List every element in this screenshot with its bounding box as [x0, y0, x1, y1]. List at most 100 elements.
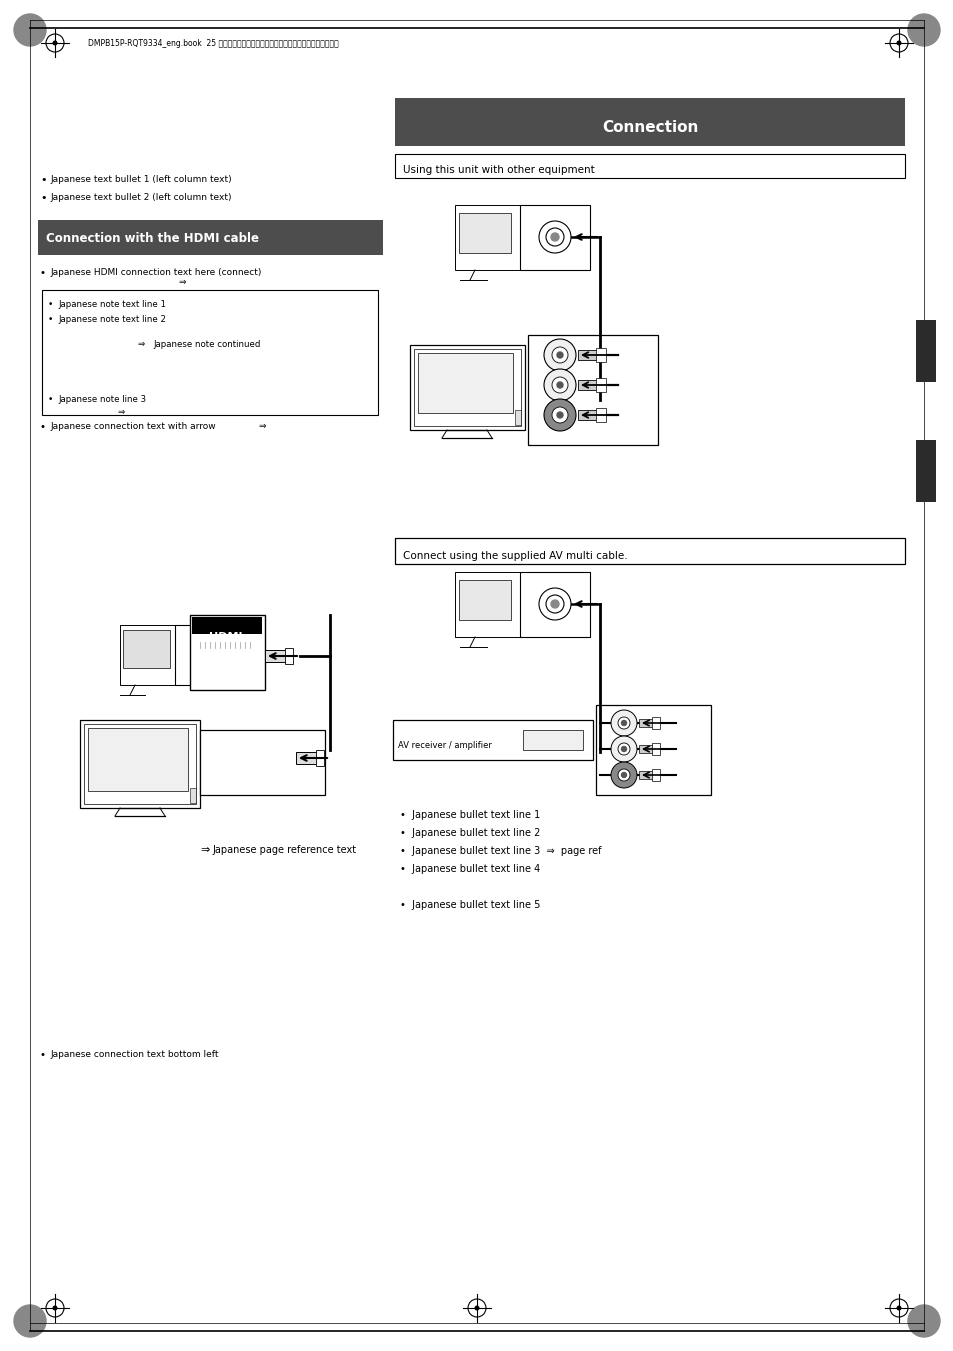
Polygon shape	[196, 642, 257, 670]
Circle shape	[618, 743, 629, 755]
Text: Japanese note text line 2: Japanese note text line 2	[58, 315, 166, 324]
Text: •  Japanese bullet text line 5: • Japanese bullet text line 5	[399, 900, 539, 911]
Text: ⇒: ⇒	[118, 408, 125, 417]
Bar	[200, 730, 325, 794]
Text: Japanese text bullet 2 (left column text): Japanese text bullet 2 (left column text…	[50, 193, 232, 203]
Polygon shape	[214, 748, 294, 771]
Circle shape	[538, 222, 571, 253]
Circle shape	[557, 382, 562, 388]
Bar	[295, 753, 317, 765]
Bar	[417, 353, 513, 413]
Text: •: •	[40, 176, 47, 185]
Circle shape	[610, 711, 637, 736]
Text: •: •	[40, 422, 46, 432]
Text: Japanese HDMI connection text here (connect): Japanese HDMI connection text here (conn…	[50, 267, 261, 277]
Bar	[458, 580, 511, 620]
Text: •  Japanese bullet text line 2: • Japanese bullet text line 2	[399, 828, 539, 838]
Circle shape	[53, 1306, 57, 1310]
Bar	[192, 617, 262, 634]
Bar	[38, 220, 382, 255]
Bar	[395, 538, 904, 563]
Text: •  Japanese bullet text line 1: • Japanese bullet text line 1	[399, 811, 539, 820]
Bar	[190, 615, 265, 690]
Text: Japanese note line 3: Japanese note line 3	[58, 394, 146, 404]
Circle shape	[620, 773, 626, 777]
Bar	[414, 349, 520, 426]
Polygon shape	[455, 205, 519, 270]
Bar	[393, 720, 593, 761]
Circle shape	[618, 769, 629, 781]
Bar	[651, 769, 659, 781]
Text: ⇒: ⇒	[257, 422, 265, 431]
Circle shape	[896, 41, 900, 45]
Text: Japanese text bullet 1 (left column text): Japanese text bullet 1 (left column text…	[50, 176, 232, 184]
Bar	[458, 213, 511, 253]
Circle shape	[475, 1306, 478, 1310]
Bar	[639, 771, 654, 780]
Circle shape	[53, 41, 57, 45]
Bar	[190, 788, 195, 802]
Circle shape	[538, 588, 571, 620]
Text: •: •	[48, 315, 53, 324]
Text: Connection: Connection	[601, 120, 698, 135]
Bar	[515, 409, 520, 426]
Bar	[651, 717, 659, 730]
Text: Japanese note continued: Japanese note continued	[152, 340, 260, 349]
Text: HDMI: HDMI	[209, 632, 242, 642]
Text: Japanese connection text bottom left: Japanese connection text bottom left	[50, 1050, 218, 1059]
Circle shape	[557, 353, 562, 358]
Polygon shape	[455, 571, 519, 638]
Text: ⇒: ⇒	[178, 278, 185, 286]
Bar	[265, 650, 287, 662]
Bar	[596, 378, 605, 392]
Bar	[527, 335, 658, 444]
Circle shape	[620, 747, 626, 751]
Text: Connection with the HDMI cable: Connection with the HDMI cable	[46, 232, 258, 245]
Bar	[639, 744, 654, 753]
Bar	[410, 345, 524, 430]
Bar	[578, 380, 598, 390]
Bar	[596, 408, 605, 422]
Circle shape	[620, 720, 626, 725]
Circle shape	[543, 399, 576, 431]
Bar	[395, 99, 904, 146]
Bar	[915, 320, 935, 382]
Circle shape	[896, 1306, 900, 1310]
Circle shape	[907, 14, 939, 46]
Bar	[519, 205, 589, 270]
Bar	[651, 743, 659, 755]
Text: •: •	[48, 394, 53, 404]
Text: AV receiver / amplifier: AV receiver / amplifier	[397, 740, 492, 750]
Bar	[578, 409, 598, 420]
Text: •: •	[40, 193, 47, 203]
Circle shape	[610, 736, 637, 762]
Bar	[915, 440, 935, 503]
Circle shape	[610, 762, 637, 788]
Bar	[578, 350, 598, 359]
Polygon shape	[120, 626, 174, 685]
Text: •: •	[40, 1050, 46, 1061]
Bar	[519, 571, 589, 638]
Bar	[80, 720, 200, 808]
Text: •  Japanese bullet text line 4: • Japanese bullet text line 4	[399, 865, 539, 874]
Circle shape	[907, 1305, 939, 1337]
Text: Japanese connection text with arrow: Japanese connection text with arrow	[50, 422, 215, 431]
Text: Japanese page reference text: Japanese page reference text	[212, 844, 355, 855]
Circle shape	[543, 369, 576, 401]
Text: ⇒: ⇒	[200, 844, 209, 855]
Circle shape	[545, 228, 563, 246]
Circle shape	[543, 339, 576, 372]
Bar	[596, 705, 710, 794]
Circle shape	[557, 412, 562, 417]
Text: Connect using the supplied AV multi cable.: Connect using the supplied AV multi cabl…	[402, 551, 627, 561]
Circle shape	[14, 14, 46, 46]
Circle shape	[618, 717, 629, 730]
Circle shape	[14, 1305, 46, 1337]
Text: •: •	[48, 300, 53, 309]
Circle shape	[551, 600, 558, 608]
Bar	[639, 719, 654, 727]
Bar	[88, 728, 188, 790]
Bar	[174, 626, 243, 685]
Bar	[123, 630, 170, 667]
Circle shape	[552, 347, 567, 363]
